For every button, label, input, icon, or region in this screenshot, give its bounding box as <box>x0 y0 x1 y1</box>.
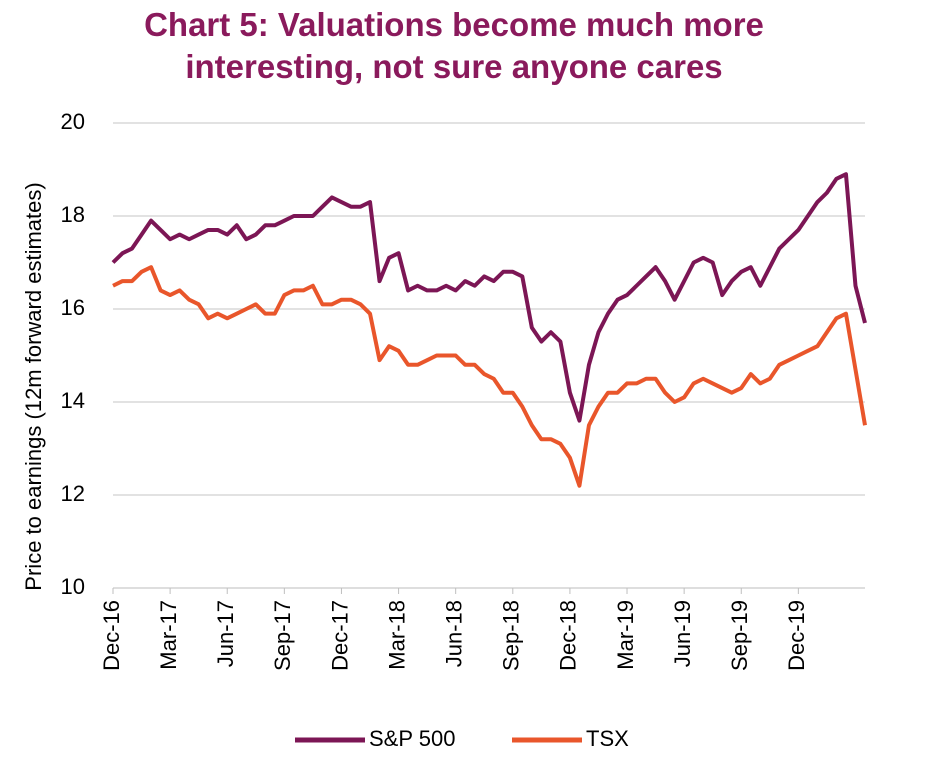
x-tick-label: Sep-19 <box>727 600 752 671</box>
y-tick-label: 10 <box>61 574 85 599</box>
x-tick-label: Dec-17 <box>327 600 352 671</box>
x-tick-label: Jun-17 <box>213 600 238 667</box>
y-tick-label: 20 <box>61 109 85 134</box>
chart-title: Chart 5: Valuations become much more int… <box>144 6 764 85</box>
legend-label: TSX <box>586 726 629 751</box>
x-tick-label: Jun-19 <box>670 600 695 667</box>
y-axis-label: Price to earnings (12m forward estimates… <box>21 182 46 590</box>
y-tick-label: 18 <box>61 202 85 227</box>
x-tick-label: Sep-18 <box>499 600 524 671</box>
y-tick-label: 12 <box>61 481 85 506</box>
x-tick-label: Jun-18 <box>441 600 466 667</box>
series-line <box>111 172 867 423</box>
x-tick-label: Sep-17 <box>270 600 295 671</box>
x-tick-label: Mar-17 <box>156 600 181 670</box>
x-tick-label: Dec-18 <box>556 600 581 671</box>
x-tick-label: Mar-18 <box>384 600 409 670</box>
y-tick-label: 14 <box>61 388 85 413</box>
legend-label: S&P 500 <box>369 726 455 751</box>
y-tick-label: 16 <box>61 295 85 320</box>
x-tick-label: Dec-19 <box>784 600 809 671</box>
series-line <box>112 265 867 488</box>
x-tick-label: Dec-16 <box>99 600 124 671</box>
x-tick-label: Mar-19 <box>613 600 638 670</box>
